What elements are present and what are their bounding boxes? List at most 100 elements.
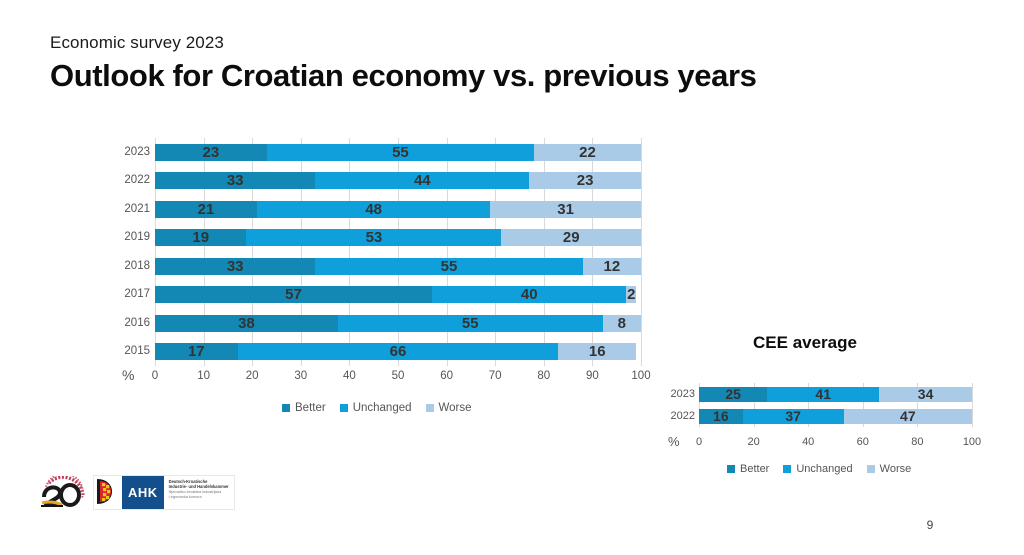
x-axis-tick: 100: [631, 370, 651, 382]
bar-row: 19 53 29: [155, 229, 641, 247]
bar-segment-better: 38: [155, 314, 338, 332]
bar-segment-unchanged: 66: [237, 343, 559, 361]
legend-label: Better: [295, 402, 326, 414]
bar-value-label: 55: [392, 143, 409, 161]
bar-segment-better: 25: [699, 386, 768, 402]
bar-value-label: 40: [520, 286, 538, 304]
bar-row: 23 55 22: [155, 143, 641, 161]
bar-value-label: 66: [389, 343, 407, 361]
x-axis-tick: 60: [856, 436, 869, 448]
legend-item-worse[interactable]: Worse: [425, 402, 472, 414]
bar-value-label: 37: [785, 408, 801, 424]
x-axis-tick: 0: [151, 370, 159, 382]
ahk-flag-icon: [94, 476, 122, 509]
bar-segment-worse: 8: [602, 314, 641, 332]
bar-row: 38 55 8: [155, 314, 641, 332]
bar-value-label: 53: [365, 229, 383, 247]
bar-value-label: 25: [725, 386, 741, 402]
bar-segment-unchanged: 55: [337, 314, 603, 332]
cee-average-chart: 25 41 34 16 37 47: [699, 383, 973, 427]
main-chart-bars: 23 55 22 33 44 23 21 48 31 19 53 29 33 55 12 57 40 2 38 55 8…: [155, 138, 641, 366]
bar-segment-better: 33: [155, 172, 316, 190]
legend-item-worse[interactable]: Worse: [866, 463, 912, 475]
x-axis-tick: 80: [537, 370, 551, 382]
bar-value-label: 21: [197, 200, 215, 218]
x-axis-tick: 20: [747, 436, 760, 448]
bar-segment-better: 17: [155, 343, 238, 361]
ahk-name-hr-line1: Njemačko-hrvatska industrijska: [168, 489, 222, 494]
bar-row: 33 55 12: [155, 257, 641, 275]
legend-swatch-icon: [425, 404, 434, 412]
bar-value-label: 33: [226, 257, 244, 275]
bar-segment-unchanged: 53: [246, 229, 502, 247]
legend-item-unchanged[interactable]: Unchanged: [783, 463, 853, 475]
bar-segment-unchanged: 40: [432, 286, 627, 304]
bar-value-label: 16: [588, 343, 606, 361]
y-axis-label-2021: 2021: [124, 202, 150, 215]
main-chart-legend: Better Unchanged Worse: [282, 402, 472, 414]
bar-value-label: 12: [603, 257, 621, 275]
bar-value-label: 57: [285, 286, 302, 304]
bar-segment-unchanged: 37: [742, 408, 844, 424]
legend-item-better[interactable]: Better: [727, 463, 769, 475]
ahk-abbreviation: AHK: [122, 476, 164, 509]
bar-segment-worse: 16: [558, 343, 637, 361]
legend-swatch-icon: [727, 465, 735, 473]
croatia-outlook-chart: 23 55 22 33 44 23 21 48 31 19 53 29 33 55 12 57 40 2 38 55 8…: [155, 138, 642, 366]
bar-value-label: 19: [192, 229, 210, 247]
cee-chart-legend: Better Unchanged Worse: [727, 463, 911, 475]
legend-swatch-icon: [866, 465, 875, 473]
legend-label: Worse: [438, 402, 472, 414]
bar-segment-worse: 2: [626, 286, 637, 304]
y-axis-label-2015: 2015: [124, 345, 150, 357]
x-axis-tick: 90: [585, 370, 599, 382]
legend-item-unchanged[interactable]: Unchanged: [339, 402, 412, 414]
y-axis-label-2017: 2017: [124, 288, 150, 300]
legend-label: Unchanged: [352, 402, 412, 414]
bar-segment-worse: 29: [501, 229, 641, 247]
x-axis-tick: 10: [197, 370, 210, 382]
bar-segment-unchanged: 41: [767, 386, 880, 402]
bar-segment-better: 16: [699, 408, 743, 424]
x-axis-tick: 100: [962, 436, 982, 448]
legend-label: Worse: [879, 463, 912, 475]
bar-value-label: 55: [461, 314, 479, 332]
cee-chart-title: CEE average: [753, 333, 857, 352]
bar-value-label: 22: [579, 143, 596, 161]
slide-subtitle: Economic survey 2023: [50, 33, 224, 52]
bar-value-label: 47: [900, 408, 916, 424]
ahk-logo: AHK Deutsch-Kroatische Industrie- und Ha…: [93, 475, 235, 510]
bar-segment-unchanged: 55: [266, 143, 535, 161]
y-axis-label-2019: 2019: [124, 231, 150, 243]
bar-segment-better: 33: [155, 257, 316, 275]
bar-segment-better: 57: [155, 286, 433, 304]
legend-item-better[interactable]: Better: [282, 402, 326, 414]
x-axis-tick: 40: [342, 370, 356, 382]
x-axis-tick: 30: [294, 370, 308, 382]
bar-segment-worse: 47: [843, 408, 972, 424]
bar-row: 16 37 47: [699, 408, 972, 424]
y-axis-label-2023: 2023: [124, 145, 150, 158]
bar-segment-unchanged: 48: [257, 200, 491, 218]
x-axis-tick: 70: [488, 370, 502, 382]
bar-value-label: 2: [627, 286, 636, 304]
bar-value-label: 55: [440, 257, 458, 275]
bar-row: 21 48 31: [155, 200, 641, 218]
legend-swatch-icon: [783, 465, 792, 473]
percent-axis-symbol: %: [122, 367, 135, 383]
bar-segment-worse: 22: [534, 143, 641, 161]
bar-segment-worse: 34: [879, 386, 972, 402]
percent-axis-symbol: %: [668, 434, 680, 449]
x-axis-tick: 20: [245, 370, 259, 382]
bar-segment-better: 23: [155, 143, 267, 161]
bar-segment-worse: 12: [582, 257, 641, 275]
anniversary-logo: [38, 472, 86, 508]
x-axis-tick: 40: [802, 436, 815, 448]
bar-value-label: 31: [557, 200, 574, 218]
page-number: 9: [926, 518, 934, 532]
gridline: [972, 383, 973, 427]
bar-value-label: 38: [238, 314, 255, 332]
bar-row: 57 40 2: [155, 286, 641, 304]
bar-value-label: 8: [617, 314, 626, 332]
ahk-full-name: Deutsch-Kroatische Industrie- und Handel…: [164, 476, 234, 509]
